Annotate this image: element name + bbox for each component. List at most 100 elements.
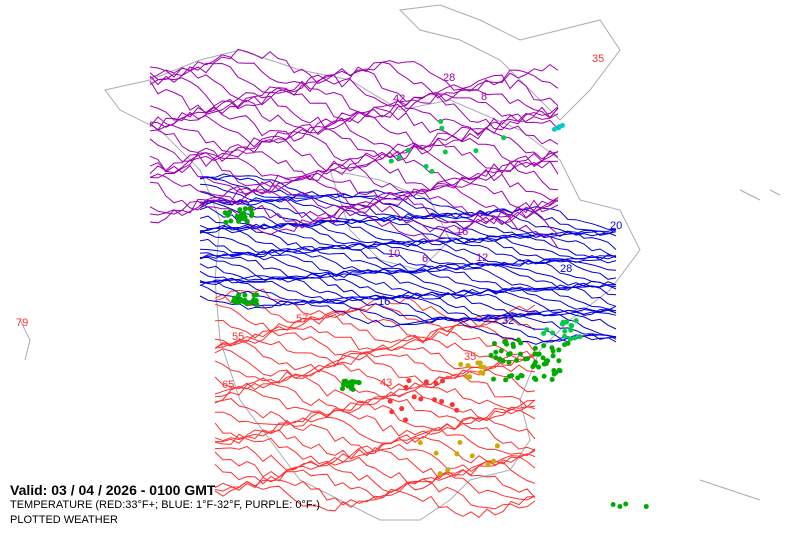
weather-symbol xyxy=(254,292,260,298)
weather-symbol xyxy=(247,300,253,306)
weather-symbol xyxy=(449,402,455,408)
weather-symbol xyxy=(536,364,542,370)
contour-line xyxy=(199,252,617,312)
weather-symbol xyxy=(551,126,557,132)
weather-symbol xyxy=(244,219,250,225)
weather-symbol xyxy=(234,213,240,219)
weather-symbol xyxy=(228,218,234,224)
contour-label: 10 xyxy=(388,248,400,260)
contour-line xyxy=(149,153,559,202)
contour-line xyxy=(214,382,536,422)
contour-line xyxy=(214,479,536,510)
contour-line xyxy=(214,419,536,457)
weather-symbol xyxy=(238,211,244,217)
contour-line xyxy=(214,460,536,498)
map-legend: Valid: 03 / 04 / 2026 - 0100 GMT TEMPERA… xyxy=(10,482,320,528)
contour-label: 65 xyxy=(222,379,234,391)
contour-label: 35 xyxy=(464,351,476,363)
contour-line xyxy=(149,67,559,119)
weather-symbol xyxy=(387,398,393,404)
weather-symbol xyxy=(506,373,512,379)
weather-symbol xyxy=(617,504,623,510)
weather-symbol xyxy=(403,384,409,390)
weather-symbol xyxy=(572,335,578,341)
weather-symbol xyxy=(429,168,435,174)
contour-line xyxy=(149,181,559,224)
weather-symbol xyxy=(623,501,629,507)
weather-symbol xyxy=(467,374,473,380)
contour-line xyxy=(214,360,536,393)
weather-symbol xyxy=(550,330,556,336)
weather-symbol xyxy=(445,467,451,473)
contour-line xyxy=(199,200,617,260)
weather-symbol xyxy=(534,351,540,357)
weather-symbol xyxy=(518,340,524,346)
weather-symbol xyxy=(236,218,242,224)
weather-symbol xyxy=(503,377,509,383)
contour-line xyxy=(149,200,559,249)
contour-line xyxy=(199,274,617,330)
weather-symbol xyxy=(494,443,500,449)
weather-symbol xyxy=(431,397,437,403)
contour-line xyxy=(199,223,617,271)
weather-symbol xyxy=(438,118,444,124)
contour-line xyxy=(149,137,559,180)
weather-symbol xyxy=(541,373,547,379)
weather-symbol xyxy=(399,406,405,412)
weather-symbol xyxy=(498,348,504,354)
contour-label: 43 xyxy=(380,377,392,389)
contour-label: 8 xyxy=(481,91,487,103)
weather-symbol xyxy=(501,135,507,141)
contour-label: 79 xyxy=(16,317,28,329)
contour-line xyxy=(214,303,536,340)
weather-symbol xyxy=(541,330,547,336)
weather-symbol xyxy=(442,149,448,155)
contour-line xyxy=(149,72,559,122)
weather-symbol xyxy=(491,458,497,464)
weather-symbol xyxy=(550,353,556,359)
contour-label: 12 xyxy=(476,252,488,264)
contour-label: 55 xyxy=(232,331,244,343)
contour-labels: 79 57 55 35 43 65 32 28 20 16 10 6 12 16 8 28 35 42 xyxy=(16,53,622,391)
contour-label: 57 xyxy=(296,313,308,325)
contour-line xyxy=(149,116,559,169)
weather-symbol xyxy=(457,440,463,446)
weather-symbol xyxy=(454,407,460,413)
contour-line xyxy=(214,429,536,464)
contour-line xyxy=(149,54,559,99)
weather-symbol xyxy=(437,471,443,477)
weather-symbol xyxy=(348,386,354,392)
weather-symbol xyxy=(439,125,445,131)
contour-line xyxy=(199,278,617,338)
weather-symbol xyxy=(493,355,499,361)
weather-symbol xyxy=(549,376,555,382)
weather-symbol xyxy=(403,417,409,423)
contour-line xyxy=(214,409,536,440)
contour-line xyxy=(199,295,617,345)
weather-symbol xyxy=(440,378,446,384)
weather-symbol xyxy=(418,396,424,402)
contour-label: 28 xyxy=(443,72,455,84)
weather-symbol xyxy=(225,212,231,218)
weather-symbol xyxy=(411,394,417,400)
weather-symbol xyxy=(515,375,521,381)
contour-line xyxy=(199,175,617,231)
contour-line xyxy=(149,62,559,107)
valid-time: Valid: 03 / 04 / 2026 - 0100 GMT xyxy=(10,482,216,498)
weather-symbol xyxy=(573,318,579,324)
weather-symbol xyxy=(522,356,528,362)
temperature-legend: TEMPERATURE (RED:33°F+; BLUE: 1°F-32°F, … xyxy=(10,499,320,511)
contour-label: 20 xyxy=(610,220,622,232)
weather-symbol xyxy=(553,370,559,376)
weather-symbol xyxy=(352,379,358,385)
weather-symbol xyxy=(465,363,471,369)
weather-symbol xyxy=(491,340,497,346)
contour-label: 28 xyxy=(560,263,572,275)
weather-symbol xyxy=(506,359,512,365)
weather-symbol xyxy=(480,370,486,376)
weather-symbol xyxy=(388,158,394,164)
contour-label: 32 xyxy=(502,315,514,327)
weather-symbol xyxy=(433,450,439,456)
weather-symbol xyxy=(241,299,247,305)
contour-line xyxy=(214,329,536,367)
